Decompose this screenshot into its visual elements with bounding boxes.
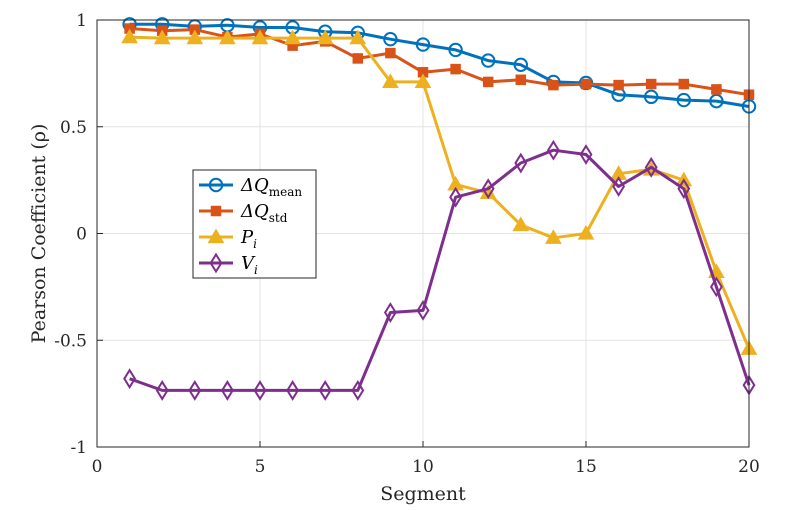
data-point-diamond [383, 302, 397, 323]
data-point-square [711, 84, 722, 95]
x-tick-label: 20 [738, 457, 760, 477]
data-point-diamond [286, 380, 300, 401]
data-point-diamond [644, 156, 658, 178]
data-point-diamond [612, 176, 626, 197]
y-tick-label: 0 [76, 225, 87, 245]
y-axis-label: Pearson Coefficient (ρ) [28, 124, 50, 344]
data-point-circle [415, 37, 431, 52]
data-point-diamond [579, 144, 593, 165]
legend-label-main: ΔQ [240, 201, 269, 222]
legend-marker-triangle [207, 228, 225, 244]
data-point-diamond [155, 380, 169, 401]
legend-marker-diamond [209, 252, 223, 274]
data-point-triangle [219, 29, 236, 45]
legend-label-subscript: mean [269, 185, 303, 199]
plot-area [121, 17, 758, 401]
legend-label: Vi [241, 253, 258, 277]
data-point-triangle [512, 216, 530, 232]
y-tick-label: 0.5 [60, 118, 87, 138]
data-point-diamond [449, 186, 463, 208]
legend-label-subscript: i [253, 237, 257, 251]
data-point-triangle [577, 224, 595, 240]
data-point-circle [383, 32, 398, 47]
legend-label-subscript: std [269, 211, 288, 225]
tick-labels: 0 5 10 15 20 -1 -0.5 0 0.5 1 [54, 11, 760, 477]
data-point-triangle [284, 29, 301, 45]
data-point-triangle [316, 29, 334, 45]
data-point-circle [644, 89, 659, 105]
data-point-square [580, 78, 592, 90]
legend-marker-circle [208, 177, 224, 193]
data-point-triangle [349, 29, 367, 45]
x-tick-label: 15 [575, 457, 597, 477]
data-point-diamond [318, 380, 332, 401]
data-point-triangle [414, 73, 432, 89]
data-point-square [613, 79, 624, 91]
legend-label-subscript: i [254, 263, 258, 277]
data-point-circle [448, 42, 463, 58]
legend-label-main: P [240, 227, 254, 248]
data-point-diamond [188, 380, 202, 401]
data-point-square [515, 74, 527, 86]
data-point-square [482, 76, 494, 88]
data-point-square [645, 78, 657, 90]
x-tick-label: 5 [255, 457, 266, 477]
data-point-square [352, 53, 364, 64]
data-point-square [678, 78, 690, 90]
x-axis-label: Segment [380, 483, 466, 505]
data-point-diamond [123, 368, 137, 390]
data-point-diamond [351, 380, 365, 401]
data-point-circle [676, 92, 691, 108]
legend-label-main: ΔQ [240, 175, 269, 196]
data-point-diamond [546, 139, 560, 161]
data-point-diamond [416, 299, 430, 321]
x-tick-label: 10 [412, 457, 434, 477]
series-line-2 [129, 27, 750, 97]
data-point-square [548, 79, 559, 91]
data-point-diamond [514, 152, 528, 174]
y-tick-label: -1 [70, 438, 87, 458]
data-point-circle [709, 93, 724, 109]
data-point-triangle [186, 29, 204, 45]
data-point-circle [481, 53, 496, 68]
data-point-diamond [220, 380, 234, 401]
data-point-diamond [481, 178, 495, 200]
data-point-square [450, 63, 461, 75]
data-point-triangle [545, 229, 562, 244]
data-point-triangle [121, 28, 138, 44]
legend-label-main: V [241, 253, 256, 274]
legend-label: Pi [240, 227, 257, 251]
legend-label: ΔQstd [240, 201, 288, 225]
data-point-triangle [153, 29, 171, 45]
data-point-triangle [382, 73, 399, 89]
legend-label: ΔQmean [240, 175, 302, 199]
data-point-diamond [709, 276, 723, 298]
data-point-diamond [253, 380, 267, 401]
data-point-square [385, 47, 396, 59]
data-point-circle [513, 57, 528, 73]
x-tick-label: 0 [92, 457, 103, 477]
y-tick-label: -0.5 [54, 331, 87, 351]
legend-marker-square [210, 205, 222, 217]
data-point-triangle [251, 29, 269, 45]
y-tick-label: 1 [76, 11, 87, 31]
data-point-diamond [677, 178, 691, 200]
